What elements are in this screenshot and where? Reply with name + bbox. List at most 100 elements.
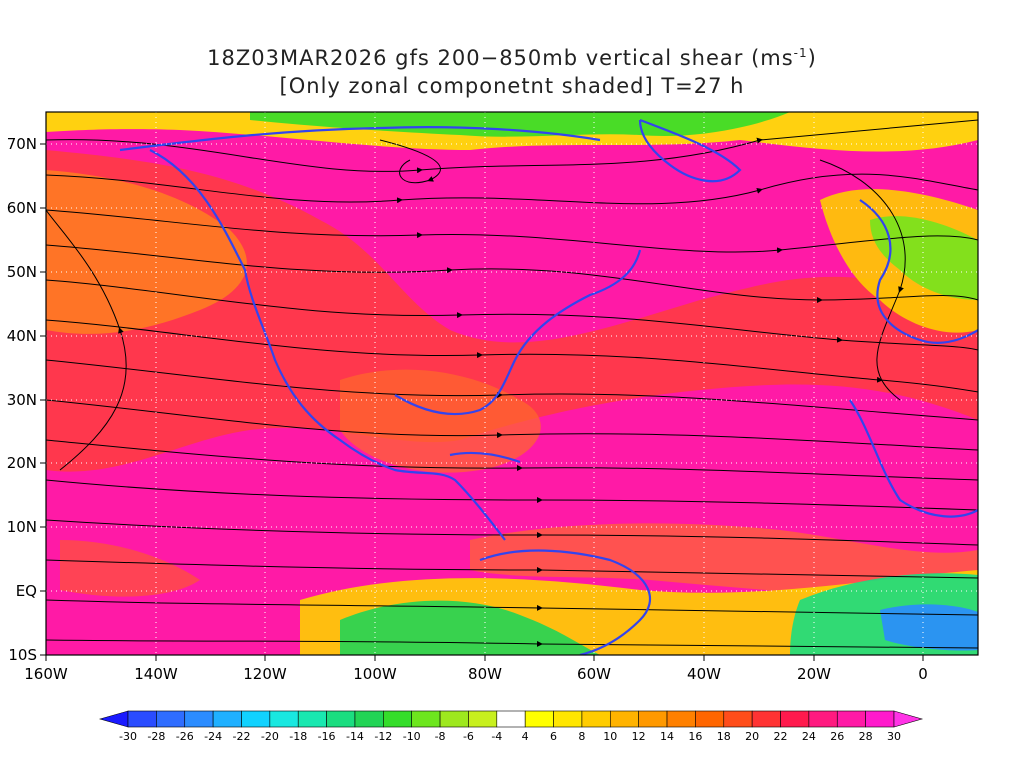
colorbar-swatch [780, 710, 810, 728]
colorbar-label: -26 [176, 730, 194, 743]
colorbar-swatch [496, 710, 526, 728]
x-tick-label: 20W [797, 665, 831, 683]
colorbar-label: 18 [717, 730, 731, 743]
colorbar-label: -12 [374, 730, 392, 743]
colorbar-label: -14 [346, 730, 364, 743]
streamline [46, 439, 978, 481]
x-tick-label: 140W [134, 665, 178, 683]
colorbar-label: -4 [491, 730, 502, 743]
title-suffix: ) [807, 46, 817, 70]
x-tick-label: 120W [243, 665, 287, 683]
streamline [379, 139, 441, 184]
colorbar-swatch [524, 710, 554, 728]
coastlines [119, 118, 978, 655]
streamline [819, 159, 906, 401]
coastline-europe [859, 199, 978, 344]
shear-region-green-arctic [250, 112, 790, 137]
colorbar-swatch [609, 710, 639, 728]
chart-title-line2: [Only zonal componetnt shaded] T=27 h [279, 74, 745, 98]
streamline [46, 399, 978, 451]
colorbar-swatch [241, 710, 271, 728]
colorbar-swatch [723, 710, 753, 728]
streamline [46, 173, 978, 205]
colorbar-label: -22 [232, 730, 250, 743]
map-frame [45, 111, 979, 656]
colorbar-swatch [184, 710, 214, 728]
colorbar-label: 16 [688, 730, 702, 743]
y-axis-labels: 70N 60N 50N 40N 30N 20N 10N EQ 10S [7, 135, 37, 664]
streamline [46, 279, 978, 351]
colorbar-swatch [751, 710, 781, 728]
coastline-greenland [638, 118, 742, 183]
y-tick-label: 70N [7, 135, 37, 153]
shear-region-red-band [46, 150, 978, 472]
colorbar-swatch [865, 710, 895, 728]
colorbar-label: 24 [802, 730, 816, 743]
colorbar-swatch [553, 710, 583, 728]
colorbar-swatch [326, 710, 356, 728]
colorbar-label: 10 [603, 730, 617, 743]
colorbar-swatch [212, 710, 242, 728]
shear-region-orange-east-pacific [60, 540, 200, 597]
x-tick-label: 80W [468, 665, 502, 683]
x-tick-label: 40W [687, 665, 721, 683]
streamline [46, 359, 978, 421]
shear-region-blue-gulf-of-guinea [880, 604, 978, 651]
coastline-gulf [394, 359, 516, 416]
graticule [46, 112, 978, 655]
colorbar-label: 28 [859, 730, 873, 743]
axis-ticks [40, 143, 924, 661]
coastline-africa [849, 399, 978, 518]
map-field [46, 112, 978, 655]
y-tick-label: 50N [7, 263, 37, 281]
y-tick-label: 40N [7, 327, 37, 345]
colorbar-label: 14 [660, 730, 674, 743]
y-tick-label: EQ [16, 582, 37, 600]
title-unit-exponent: -1 [793, 46, 808, 60]
colorbar-swatch [297, 710, 327, 728]
chart-title-line1: 18Z03MAR2026 gfs 200−850mb vertical shea… [0, 46, 1024, 70]
shear-region-orange-west [46, 170, 247, 334]
colorbar-label: 8 [578, 730, 585, 743]
shear-region-green-europe [870, 216, 978, 300]
colorbar-label: -18 [289, 730, 307, 743]
colorbar-swatch [127, 710, 157, 728]
y-tick-label: 20N [7, 454, 37, 472]
streamline [46, 479, 978, 511]
colorbar-left-arrow [98, 710, 129, 728]
colorbar-swatch [808, 710, 838, 728]
streamline [46, 209, 127, 471]
streamline [46, 319, 978, 393]
streamline [46, 519, 978, 546]
colorbar-label: -10 [403, 730, 421, 743]
colorbar-label: 20 [745, 730, 759, 743]
streamline [46, 209, 978, 254]
colorbar-swatch [581, 710, 611, 728]
colorbar-label: -28 [147, 730, 165, 743]
streamline [46, 599, 978, 616]
colorbar-right-arrow [893, 710, 924, 728]
colorbar-swatch [468, 710, 498, 728]
x-tick-label: 160W [24, 665, 68, 683]
colorbar-label: 4 [522, 730, 529, 743]
colorbar-swatch [439, 710, 469, 728]
colorbar-swatch [354, 710, 384, 728]
colorbar-swatch [695, 710, 725, 728]
colorbar: -30 -28 -26 -24 -22 -20 -18 -16 -14 -12 -10 -8 -6 -4 4… [98, 710, 924, 743]
coastline-cuba [449, 451, 521, 464]
colorbar-label: -30 [119, 730, 137, 743]
x-tick-label: 60W [577, 665, 611, 683]
streamline [46, 244, 978, 303]
y-tick-label: 10S [8, 646, 37, 664]
colorbar-label: 6 [550, 730, 557, 743]
colorbar-label: 12 [632, 730, 646, 743]
streamline [46, 639, 978, 649]
shear-region-green-south-america [340, 600, 600, 655]
colorbar-swatch [383, 710, 413, 728]
x-axis-labels: 160W 140W 120W 100W 80W 60W 40W 20W 0 [24, 665, 928, 683]
colorbar-swatch [269, 710, 299, 728]
colorbar-label: 26 [830, 730, 844, 743]
y-tick-label: 60N [7, 199, 37, 217]
colorbar-label: -16 [318, 730, 336, 743]
